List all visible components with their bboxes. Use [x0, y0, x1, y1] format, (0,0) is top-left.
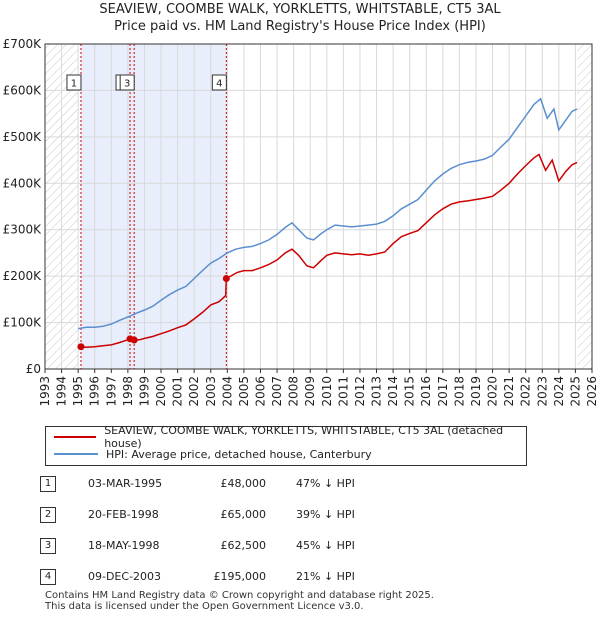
legend-label-hpi: HPI: Average price, detached house, Cant… [106, 447, 372, 461]
transaction-hpi-diff: 21% ↓ HPI [296, 570, 355, 583]
table-row: 1 03-MAR-1995 £48,000 47% ↓ HPI [40, 476, 440, 492]
x-tick-label: 2001 [171, 376, 185, 407]
sale-point-4 [222, 274, 230, 282]
transaction-price: £65,000 [220, 508, 267, 521]
x-tick-label: 2003 [204, 376, 218, 407]
x-tick-label: 2006 [253, 376, 267, 407]
x-tick-label: 2007 [270, 376, 284, 407]
x-tick-label: 2008 [287, 376, 301, 407]
legend-swatch-property [54, 436, 97, 438]
footer-line1: Contains HM Land Registry data © Crown c… [45, 590, 434, 601]
sale-badge-label-1: 1 [71, 79, 77, 90]
x-tick-label: 2013 [370, 376, 384, 407]
transaction-hpi-diff: 39% ↓ HPI [296, 508, 355, 521]
shaded-ownership-region [80, 44, 227, 369]
x-tick-label: 1996 [88, 376, 102, 407]
x-tick-label: 2016 [419, 376, 433, 407]
x-tick-label: 2026 [585, 376, 599, 407]
transaction-number: 3 [40, 538, 56, 554]
x-tick-label: 2024 [552, 376, 566, 407]
x-tick-label: 2011 [336, 376, 350, 407]
plot-frame [44, 43, 593, 370]
transaction-date: 03-MAR-1995 [88, 477, 163, 490]
legend-item-hpi: HPI: Average price, detached house, Cant… [54, 446, 372, 462]
transaction-number: 4 [40, 569, 56, 585]
x-tick-label: 1993 [38, 376, 52, 407]
sale-point-1 [77, 343, 85, 351]
y-tick-label: £100K [3, 316, 43, 330]
legend-swatch-hpi [54, 453, 98, 455]
x-tick-label: 2025 [568, 376, 582, 407]
x-tick-label: 1997 [104, 376, 118, 407]
x-tick-label: 2019 [469, 376, 483, 407]
y-tick-label: £300K [3, 223, 43, 237]
x-tick-label: 1995 [71, 376, 85, 407]
hpi-series-line [78, 97, 578, 330]
y-tick-label: £500K [3, 130, 43, 144]
legend-item-property: SEAVIEW, COOMBE WALK, YORKLETTS, WHITSTA… [54, 424, 526, 450]
y-tick-label: £200K [3, 269, 43, 283]
footer-line2: This data is licensed under the Open Gov… [45, 601, 364, 612]
y-tick-label: £400K [3, 176, 43, 190]
legend-label-property: SEAVIEW, COOMBE WALK, YORKLETTS, WHITSTA… [104, 424, 504, 450]
transaction-hpi-diff: 45% ↓ HPI [296, 539, 355, 552]
x-tick-label: 1999 [137, 376, 151, 407]
footer-attribution: Contains HM Land Registry data © Crown c… [45, 590, 434, 612]
sale-badge-label-3: 3 [124, 79, 130, 90]
x-tick-label: 2018 [452, 376, 466, 407]
y-tick-label: £0 [26, 362, 41, 376]
legend: SEAVIEW, COOMBE WALK, YORKLETTS, WHITSTA… [45, 424, 527, 466]
sale-badge-4 [211, 74, 227, 91]
x-tick-label: 2012 [353, 376, 367, 407]
table-row: 2 20-FEB-1998 £65,000 39% ↓ HPI [40, 507, 440, 523]
x-tick-label: 1994 [55, 376, 69, 407]
transaction-hpi-diff: 47% ↓ HPI [296, 477, 355, 490]
x-tick-label: 2017 [436, 376, 450, 407]
x-tick-label: 2005 [237, 376, 251, 407]
x-tick-label: 1998 [121, 376, 135, 407]
sale-badge-label-4: 4 [216, 79, 222, 90]
transaction-date: 18-MAY-1998 [88, 539, 160, 552]
x-tick-label: 2004 [220, 376, 234, 407]
x-tick-label: 2020 [486, 376, 500, 407]
transaction-number: 1 [40, 476, 56, 492]
table-row: 4 09-DEC-2003 £195,000 21% ↓ HPI [40, 569, 440, 585]
y-tick-label: £700K [3, 37, 43, 51]
x-tick-label: 2002 [187, 376, 201, 407]
x-tick-label: 2021 [502, 376, 516, 407]
table-row: 3 18-MAY-1998 £62,500 45% ↓ HPI [40, 538, 440, 554]
property-series-line [80, 153, 578, 348]
transaction-price: £195,000 [213, 570, 267, 583]
sale-point-3 [130, 336, 138, 344]
transaction-number: 2 [40, 507, 56, 523]
x-tick-label: 2009 [303, 376, 317, 407]
y-tick-label: £600K [3, 83, 43, 97]
transaction-date: 20-FEB-1998 [88, 508, 159, 521]
x-tick-label: 2015 [403, 376, 417, 407]
chart-title-line1: SEAVIEW, COOMBE WALK, YORKLETTS, WHITSTA… [99, 2, 501, 17]
sale-badge-1 [66, 74, 82, 91]
x-tick-label: 2022 [519, 376, 533, 407]
x-tick-label: 2014 [386, 376, 400, 407]
x-tick-label: 2023 [535, 376, 549, 407]
sale-badge-3 [119, 74, 135, 91]
x-tick-label: 2000 [154, 376, 168, 407]
transaction-price: £48,000 [220, 477, 267, 490]
transaction-date: 09-DEC-2003 [88, 570, 162, 583]
transaction-price: £62,500 [220, 539, 267, 552]
chart-title-line2: Price paid vs. HM Land Registry's House … [114, 19, 486, 34]
hatched-region [577, 44, 592, 369]
price-chart: £0 £100K £200K £300K £400K £500K £600K £700K 199… [3, 37, 599, 407]
x-tick-label: 2010 [320, 376, 334, 407]
